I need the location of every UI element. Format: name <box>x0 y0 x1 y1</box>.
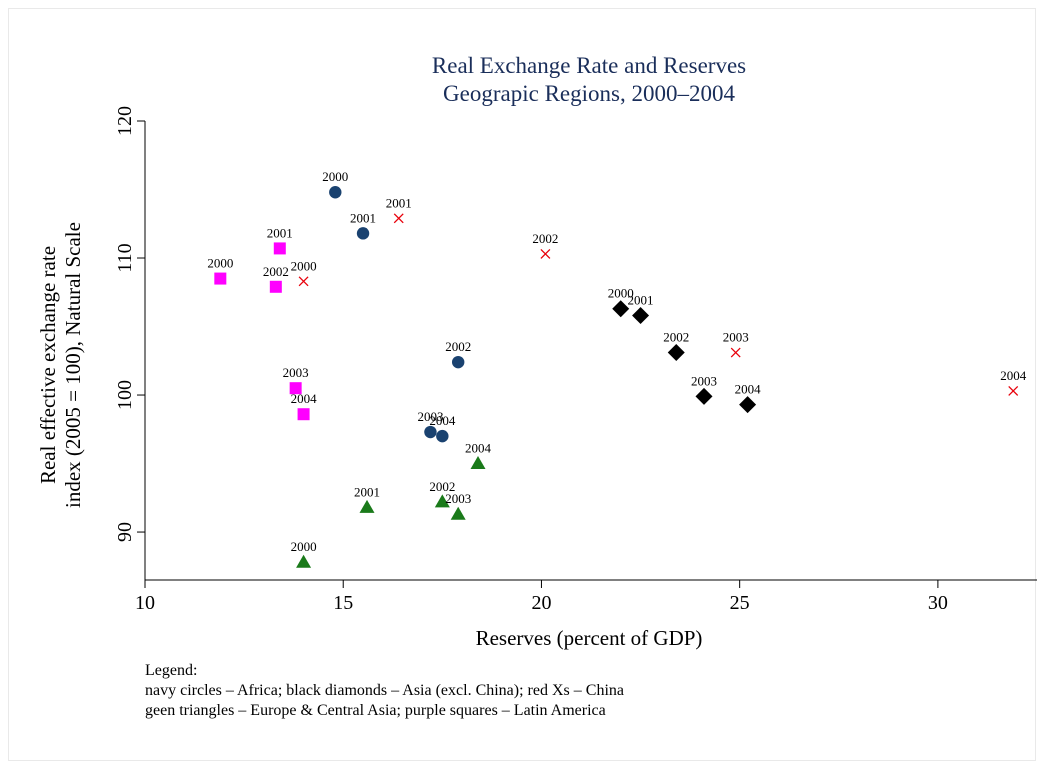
circle-point <box>424 425 437 439</box>
point-label: 2002 <box>532 231 558 246</box>
x-tick-label: 25 <box>730 592 750 614</box>
y-axis-label-line2: index (2005 = 100), Natural Scale <box>61 222 85 508</box>
diamond-point <box>667 344 685 362</box>
chart-frame: Real Exchange Rate and Reserves Geograpi… <box>8 8 1037 761</box>
point-label: 2002 <box>263 264 289 279</box>
triangle-point <box>296 554 312 568</box>
legend-line-1: navy circles – Africa; black diamonds – … <box>145 682 624 699</box>
x-tick-label: 15 <box>333 592 353 614</box>
point-label: 2000 <box>608 286 634 301</box>
square-point <box>214 272 227 285</box>
triangle-point <box>434 494 450 508</box>
y-axis-label-line1: Real effective exchange rate <box>36 246 60 484</box>
point-label: 2004 <box>465 441 492 456</box>
point-label: 2003 <box>691 373 717 388</box>
point-label: 2002 <box>445 339 471 354</box>
point-label: 2000 <box>207 256 233 271</box>
scatter-chart: Real Exchange Rate and Reserves Geograpi… <box>36 53 1037 719</box>
point-label: 2000 <box>291 539 317 554</box>
point-label: 2001 <box>267 225 293 240</box>
square-point <box>297 408 310 421</box>
circle-point <box>329 186 342 199</box>
legend-title: Legend: <box>145 662 197 679</box>
y-tick-label: 110 <box>114 243 136 272</box>
x-mark-stroke <box>298 276 309 287</box>
y-tick-label: 90 <box>114 522 136 542</box>
x-tick-label: 30 <box>928 592 948 614</box>
x-point <box>1008 385 1019 396</box>
axes: 10 15 20 25 30 90 100 110 120 <box>114 106 1037 614</box>
diamond-point <box>739 396 757 414</box>
point-label: 2004 <box>429 413 456 428</box>
y-tick-label: 100 <box>114 380 136 410</box>
triangle-point <box>450 506 466 520</box>
triangle-point <box>470 456 486 470</box>
point-label: 2003 <box>417 409 443 424</box>
point-label: 2001 <box>386 195 412 210</box>
point-label: 2004 <box>735 382 762 397</box>
square-point <box>289 382 302 395</box>
point-label: 2002 <box>663 330 689 345</box>
x-mark-stroke <box>730 347 741 358</box>
circle-point <box>356 227 370 240</box>
x-point <box>730 347 741 358</box>
point-label: 2003 <box>283 365 309 380</box>
x-point <box>540 248 551 259</box>
x-point <box>298 276 309 287</box>
x-point <box>393 213 404 224</box>
chart-title: Real Exchange Rate and Reserves <box>432 53 746 78</box>
triangle-point <box>359 499 375 513</box>
chart-subtitle: Geograpic Regions, 2000–2004 <box>443 81 735 106</box>
x-tick-label: 10 <box>135 592 155 614</box>
x-tick-label: 20 <box>531 592 551 614</box>
x-axis-label: Reserves (percent of GDP) <box>476 626 703 650</box>
diamond-point <box>695 387 713 405</box>
legend-line-2: geen triangles – Europe & Central Asia; … <box>145 702 606 719</box>
square-point <box>269 280 282 293</box>
point-label: 2004 <box>291 391 318 406</box>
point-label: 2004 <box>1000 368 1027 383</box>
point-label: 2001 <box>628 293 654 308</box>
y-tick-label: 120 <box>114 106 136 136</box>
point-label: 2000 <box>291 258 317 273</box>
diamond-point <box>632 307 650 325</box>
point-label: 2003 <box>445 491 471 506</box>
square-point <box>273 242 286 255</box>
point-label: 2003 <box>723 330 749 345</box>
x-mark-stroke <box>393 213 404 224</box>
point-label: 2001 <box>354 484 380 499</box>
point-label: 2000 <box>322 169 348 184</box>
data-points: 2000200120022003200420002001200220032004… <box>207 169 1027 568</box>
circle-point <box>451 355 465 369</box>
x-mark-stroke <box>1008 385 1019 396</box>
diamond-point <box>612 300 630 318</box>
circle-point <box>436 429 449 443</box>
point-label: 2002 <box>429 479 455 494</box>
x-mark-stroke <box>540 248 551 259</box>
point-label: 2001 <box>350 210 376 225</box>
